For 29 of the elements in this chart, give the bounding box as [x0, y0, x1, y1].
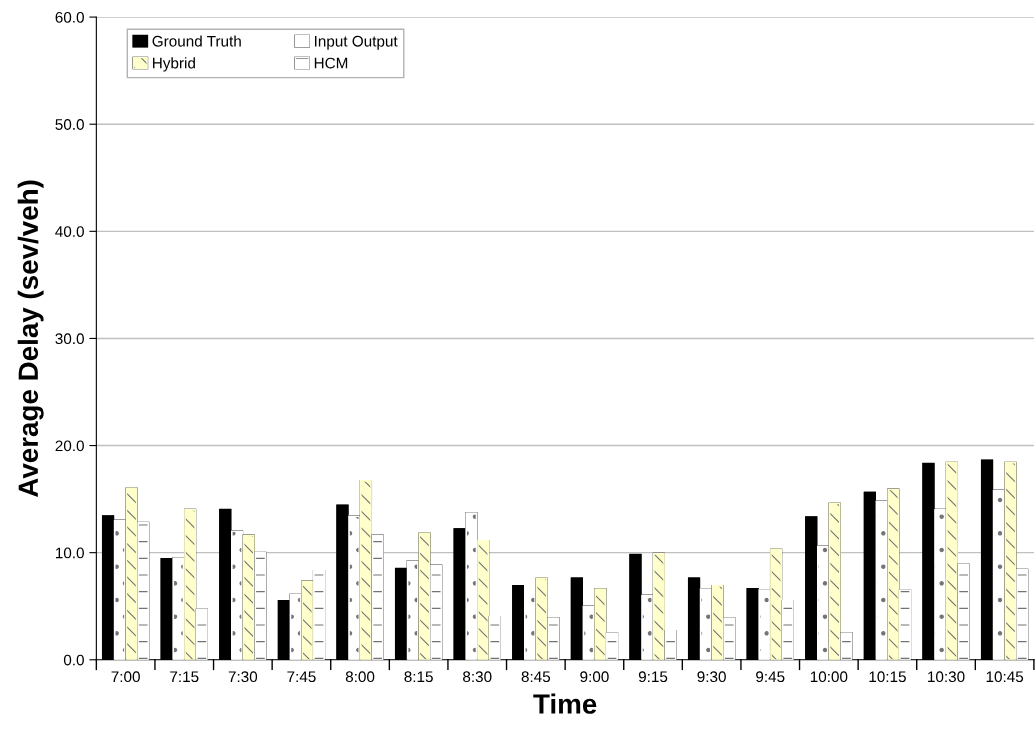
y-tick-label: 0.0 — [63, 654, 84, 666]
x-tick-label: 10:15 — [869, 671, 906, 683]
legend-label: HCM — [314, 57, 348, 69]
x-tick-label: 9:30 — [697, 671, 726, 683]
y-axis-title: Average Delay (sev/veh) — [17, 180, 44, 498]
x-axis-title: Time — [533, 693, 597, 714]
x-tick-label: 8:30 — [463, 671, 492, 683]
legend-label: Hybrid — [153, 57, 195, 72]
x-tick-label: 8:00 — [345, 671, 375, 683]
legend-label: Input Output — [315, 35, 398, 50]
x-tick-label: 8:15 — [404, 671, 433, 683]
x-tick-label: 7:00 — [111, 671, 140, 683]
y-tick-label: 20.0 — [55, 440, 84, 452]
x-tick-label: 7:45 — [287, 671, 316, 683]
x-tick-label: 9:45 — [756, 671, 785, 683]
y-tick-label: 60.0 — [55, 11, 84, 23]
x-tick-label: 8:45 — [521, 671, 551, 683]
x-tick-label: 9:15 — [638, 671, 668, 683]
y-tick-label: 40.0 — [55, 226, 84, 238]
x-tick-label: 10:45 — [986, 671, 1024, 683]
y-tick-label: 30.0 — [55, 333, 84, 345]
x-tick-label: 7:15 — [170, 671, 199, 683]
y-tick-label: 50.0 — [55, 119, 84, 130]
x-tick-label: 10:00 — [810, 671, 848, 683]
x-tick-label: 7:30 — [228, 671, 258, 683]
y-tick-label: 10.0 — [55, 547, 84, 559]
x-tick-label: 10:30 — [928, 671, 965, 683]
x-tick-label: 9:00 — [580, 671, 609, 683]
legend-label: Ground Truth — [152, 35, 241, 47]
